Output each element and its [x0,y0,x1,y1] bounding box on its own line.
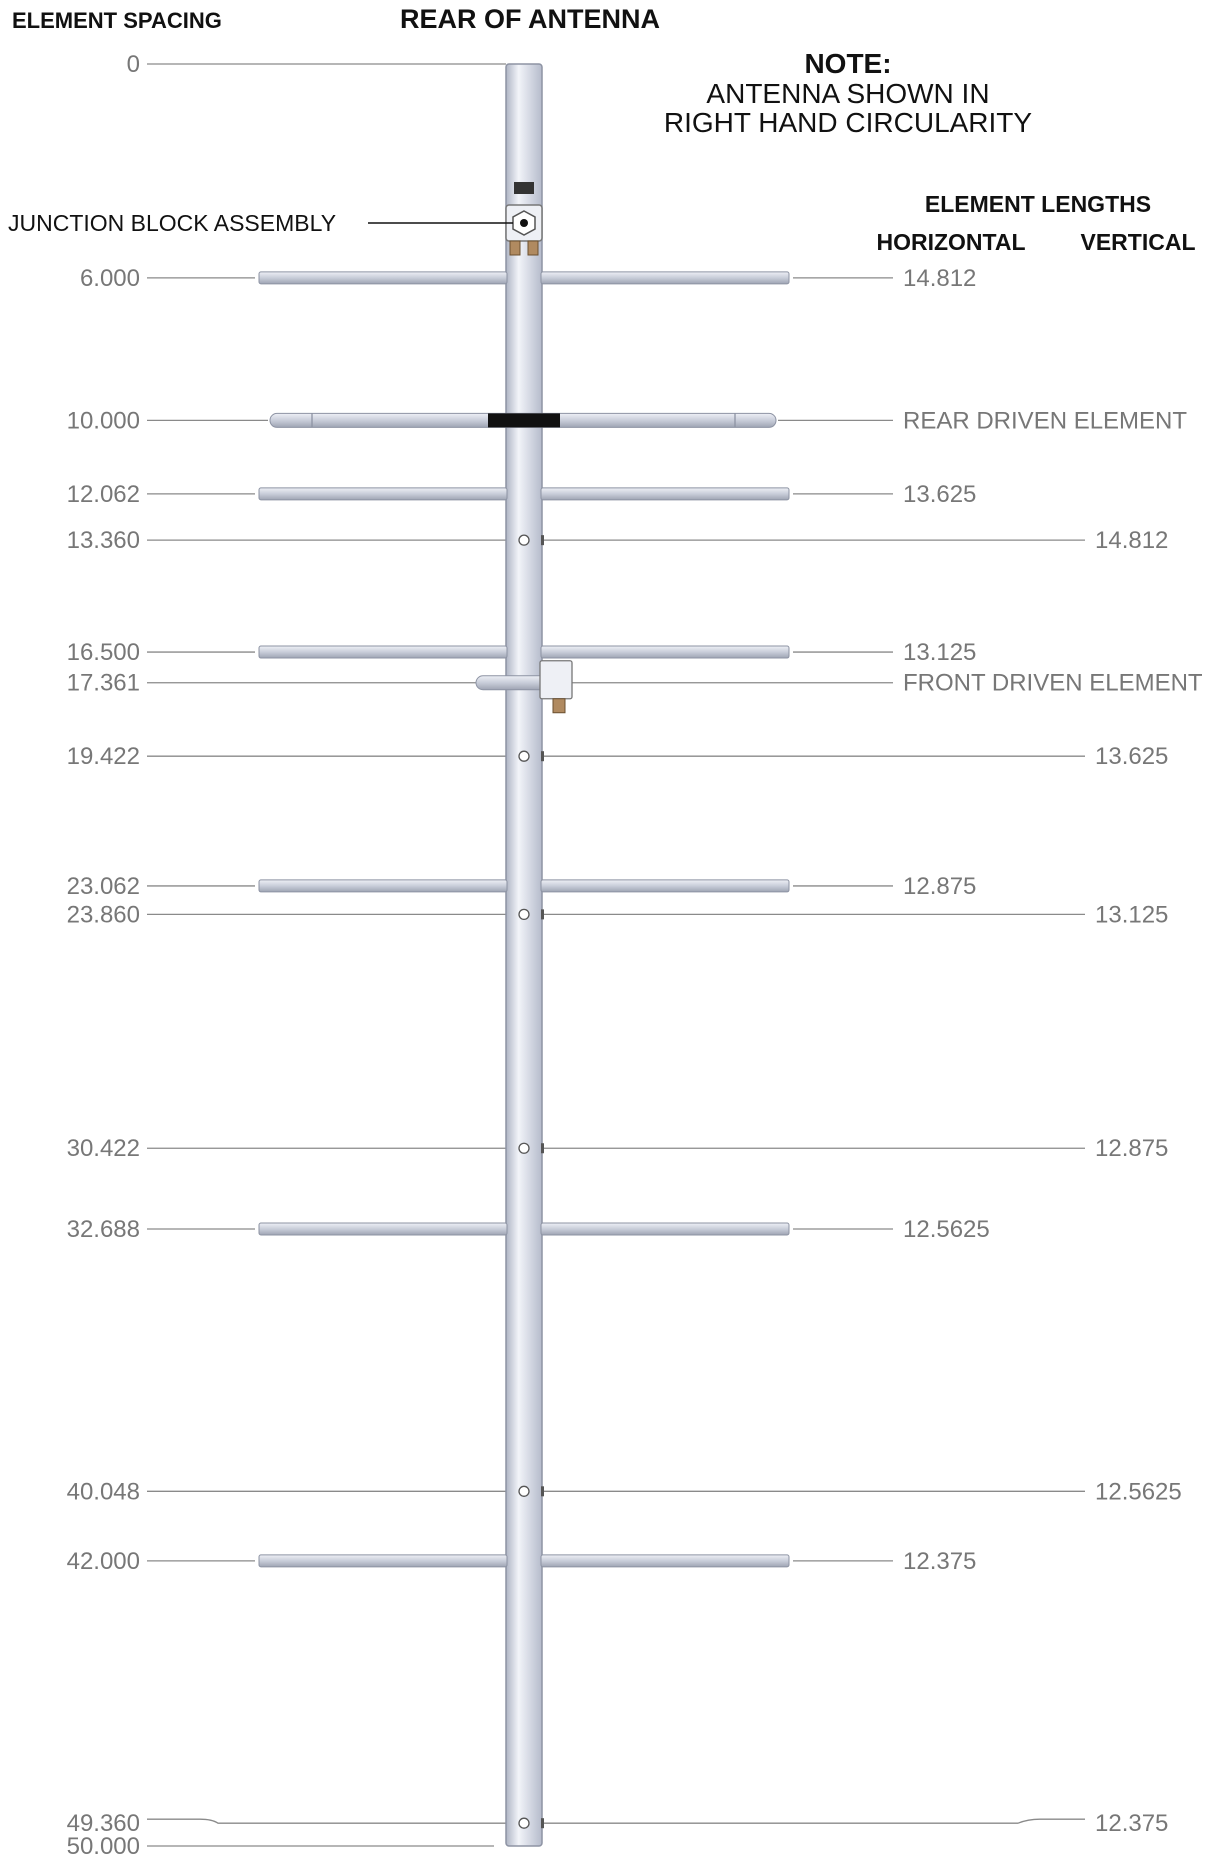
vertical-length-label: 14.812 [1095,527,1168,554]
spacing-label: 49.360 [67,1810,140,1837]
vertical-length-label: 12.5625 [1095,1478,1182,1505]
horizontal-element-right [540,645,790,659]
vertical-length-label: 12.875 [1095,1135,1168,1162]
vertical-element-hole-icon [518,750,530,762]
junction-connector-left [509,240,521,256]
vertical-element-stub [541,1143,544,1154]
vertical-column-header: VERTICAL [1081,229,1196,255]
horizontal-length-label: 12.875 [903,873,976,900]
rear-of-antenna-header: REAR OF ANTENNA [400,4,660,34]
spacing-label: 23.062 [67,873,140,900]
horizontal-element-left [258,645,508,659]
element-spacing-header: ELEMENT SPACING [12,8,222,33]
antenna-boom [505,63,543,1847]
vertical-element-stub [541,909,544,920]
spacing-label: 19.422 [67,743,140,770]
horizontal-element-right [540,1222,790,1236]
dimension-labels: 0 50.000 6.000 14.812 10.000 REAR DRIVEN ELEM… [67,51,1203,1857]
horizontal-column-header: HORIZONTAL [876,229,1025,255]
note-title: NOTE: [804,48,891,79]
spacing-label-0: 0 [127,51,140,78]
spacing-label: 16.500 [67,639,140,666]
front-driven-element-label: FRONT DRIVEN ELEMENT [903,670,1203,697]
vertical-element-stub [541,535,544,546]
spacing-label: 17.361 [67,670,140,697]
element-lengths-header: ELEMENT LENGTHS [925,191,1151,217]
horizontal-element-left [258,271,508,285]
horizontal-length-label: 12.375 [903,1548,976,1575]
leader-lines [147,63,1085,1847]
vertical-element-hole-icon [518,1485,530,1497]
horizontal-element-right [540,1554,790,1568]
spacing-label: 32.688 [67,1216,140,1243]
spacing-label: 12.062 [67,481,140,508]
horizontal-element-left [258,1222,508,1236]
horizontal-length-label: 13.625 [903,481,976,508]
junction-connector-top [514,182,534,194]
horizontal-element-left [258,487,508,501]
spacing-label-end: 50.000 [67,1833,140,1857]
horizontal-element-right [540,879,790,893]
front-driven-clamp [539,660,573,700]
vertical-element-stub [541,1486,544,1497]
spacing-label: 6.000 [80,265,140,292]
rear-driven-insulator [488,413,560,428]
vertical-length-label: 13.125 [1095,901,1168,928]
spacing-label: 30.422 [67,1135,140,1162]
spacing-label: 42.000 [67,1548,140,1575]
junction-connector-right [527,240,539,256]
spacing-label: 13.360 [67,527,140,554]
junction-center-dot [520,219,528,227]
vertical-element-stub [541,751,544,762]
note-line-1: ANTENNA SHOWN IN [706,78,989,109]
spacing-leader [147,1818,506,1824]
rear-driven-element-label: REAR DRIVEN ELEMENT [903,407,1187,434]
horizontal-length-label: 14.812 [903,265,976,292]
horizontal-length-label: 13.125 [903,639,976,666]
horizontal-element-right [540,271,790,285]
vertical-length-label: 12.375 [1095,1810,1168,1837]
spacing-label: 23.860 [67,901,140,928]
spacing-label: 10.000 [67,407,140,434]
vertical-element-hole-icon [518,1817,530,1829]
horizontal-element-left [258,1554,508,1568]
vertical-element-hole-icon [518,1142,530,1154]
length-leader [542,1818,1085,1824]
vertical-element-hole-icon [518,908,530,921]
horizontal-element-right [540,487,790,501]
element-rods [258,271,790,1829]
junction-block-label: JUNCTION BLOCK ASSEMBLY [8,210,336,236]
front-driven-connector [552,698,566,714]
spacing-label: 40.048 [67,1478,140,1505]
vertical-length-label: 13.625 [1095,743,1168,770]
vertical-element-hole-icon [518,534,530,546]
note-line-2: RIGHT HAND CIRCULARITY [664,107,1033,138]
vertical-element-stub [541,1818,544,1829]
horizontal-element-left [258,879,508,893]
horizontal-length-label: 12.5625 [903,1216,990,1243]
